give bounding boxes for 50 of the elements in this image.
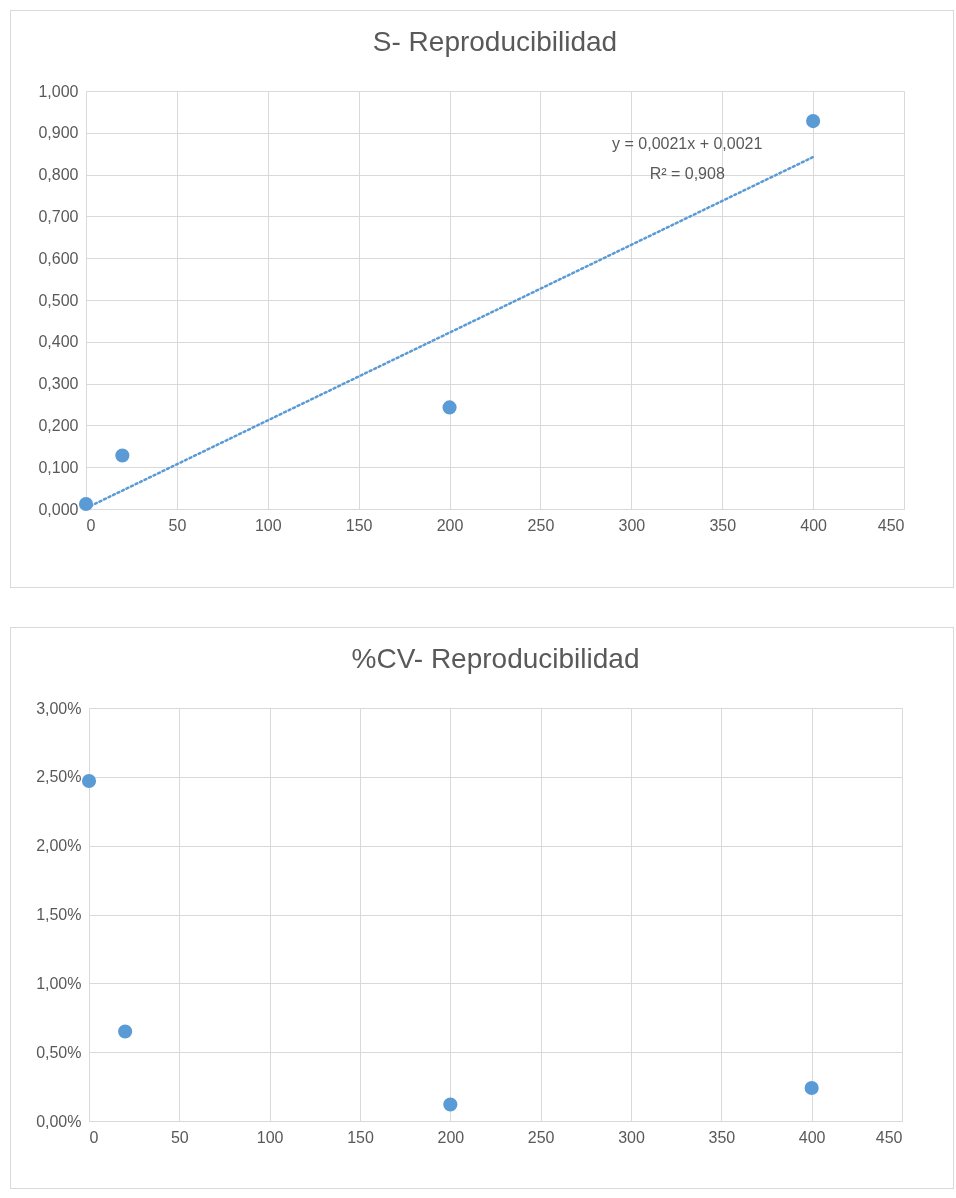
y-tick-label: 2,50% — [36, 768, 82, 786]
x-tick-label: 100 — [254, 516, 282, 534]
x-tick-label: 350 — [708, 1128, 736, 1146]
x-tick-label: 350 — [709, 516, 737, 534]
x-tick-label: 300 — [618, 1128, 645, 1146]
y-tick-label: 0,900 — [38, 124, 79, 142]
x-tick-label: 0 — [86, 516, 96, 534]
x-tick-label: 450 — [877, 516, 905, 534]
point — [443, 1097, 458, 1112]
x-tick-label: 100 — [256, 1128, 284, 1146]
y-tick-label: 1,00% — [36, 974, 82, 992]
y-tick-label: 0,00% — [36, 1112, 82, 1130]
y-tick-label: 0,600 — [38, 249, 79, 267]
x-tick-label: 300 — [618, 516, 646, 534]
x-tick-label: 450 — [875, 1128, 903, 1146]
point — [115, 448, 130, 463]
y-tick-label: 2,00% — [36, 837, 82, 855]
y-tick-label: 0,300 — [38, 375, 79, 393]
point — [804, 1080, 819, 1096]
y-tick-label: 0,200 — [38, 416, 79, 434]
x-tick-label: 250 — [527, 1128, 555, 1146]
point — [118, 1024, 133, 1039]
x-tick-label: 250 — [527, 516, 555, 534]
y-tick-label: 1,50% — [36, 906, 82, 923]
chart-title: S- Reproducibilidad — [372, 26, 618, 57]
point — [78, 496, 94, 512]
annotation: y = 0,0021x + 0,0021 — [612, 135, 763, 152]
y-tick-label: 3,00% — [36, 699, 82, 717]
x-tick-label: 200 — [436, 516, 464, 534]
x-tick-label: 150 — [345, 516, 373, 534]
y-tick-label: 0,50% — [36, 1043, 82, 1061]
y-tick-label: 0,000 — [38, 500, 79, 518]
x-tick-label: 400 — [800, 516, 828, 534]
y-tick-label: 1,000 — [38, 82, 79, 100]
y-tick-label: 0,500 — [38, 291, 79, 309]
point — [81, 773, 97, 789]
x-tick-label: 200 — [437, 1128, 465, 1146]
y-tick-label: 0,100 — [38, 458, 79, 476]
chart-title: %CV- Reproducibilidad — [351, 643, 640, 674]
y-tick-label: 0,800 — [38, 166, 79, 184]
annotation: R² = 0,908 — [649, 165, 725, 182]
x-tick-label: 50 — [170, 1128, 189, 1146]
x-tick-label: 0 — [89, 1128, 99, 1146]
x-tick-label: 150 — [347, 1128, 374, 1146]
x-tick-label: 50 — [168, 516, 187, 534]
y-tick-label: 0,700 — [38, 207, 79, 225]
y-tick-label: 0,400 — [38, 333, 79, 351]
x-tick-label: 400 — [798, 1128, 826, 1146]
point — [442, 400, 457, 415]
point — [806, 114, 821, 129]
